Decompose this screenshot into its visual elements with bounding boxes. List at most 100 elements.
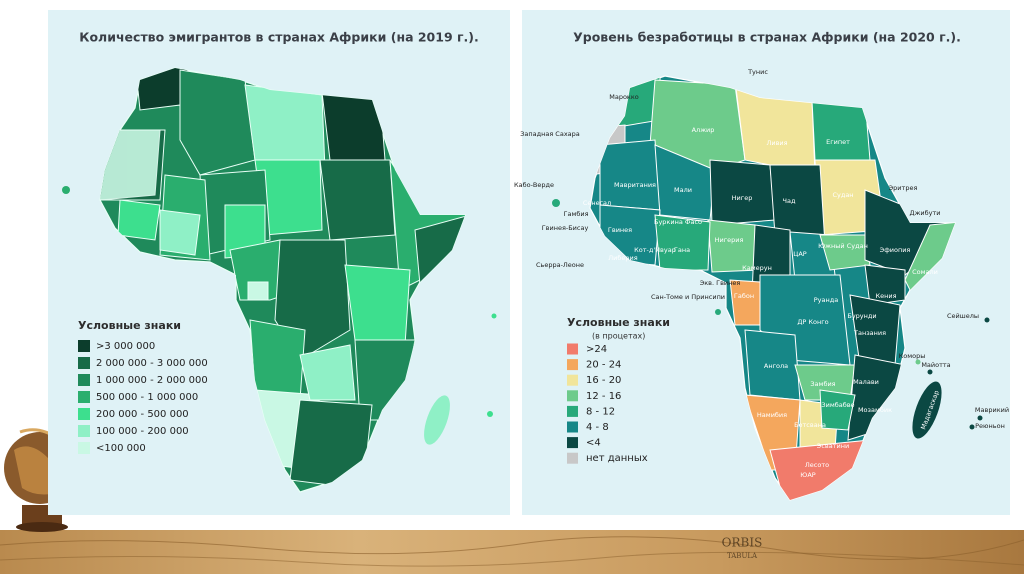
country-label: Буркина Фасо [654, 218, 702, 226]
country-label: Тунис [747, 68, 768, 76]
legend-swatch [567, 374, 578, 386]
decor-text: ORBIS [722, 536, 763, 550]
region [654, 214, 711, 271]
island [915, 359, 921, 365]
country-label: Алжир [692, 126, 715, 134]
country-label: ДР Конго [797, 318, 828, 326]
country-label: Сейшелы [947, 312, 979, 320]
region [319, 159, 396, 241]
legend-swatch [567, 343, 578, 355]
country-label: Южный Судан [818, 242, 868, 250]
legend-swatch [78, 408, 90, 420]
legend-label: 8 - 12 [586, 406, 615, 417]
country-label: Чад [783, 197, 796, 205]
legend-label: 200 000 - 500 000 [96, 409, 189, 420]
country-label: Западная Сахара [520, 130, 580, 138]
country-label: Мали [674, 186, 692, 194]
country-label: ЦАР [793, 250, 806, 258]
region [159, 209, 201, 256]
legend-swatch [567, 359, 578, 371]
country-label: Габон [734, 292, 754, 300]
legend-label: 500 000 - 1 000 000 [96, 392, 198, 403]
country-label: Коморы [899, 352, 926, 360]
country-label: Кабо-Верде [514, 181, 554, 189]
region [179, 69, 256, 176]
legend-label: >3 000 000 [96, 341, 155, 352]
island [969, 424, 975, 430]
country-label: Сенегал [583, 199, 611, 207]
region [709, 159, 776, 226]
country-label: Эритрея [889, 184, 918, 192]
right-panel: Уровень безработицы в странах Африки (на… [514, 10, 1010, 515]
island [62, 186, 70, 194]
country-label: Экв. Гвинея [700, 279, 741, 287]
legend-title: Условные знаки [567, 316, 670, 329]
madagascar [424, 395, 450, 445]
country-label: Реюньон [975, 422, 1005, 430]
legend-swatch [78, 391, 90, 403]
country-label: Мавритания [614, 181, 656, 189]
left-panel: Количество эмигрантов в странах Африки (… [48, 10, 510, 515]
country-label: Камерун [742, 264, 772, 272]
legend-swatch [78, 357, 90, 369]
legend-label: 16 - 20 [586, 375, 621, 386]
country-label: Египет [826, 138, 850, 146]
country-label: Маврикий [975, 406, 1009, 414]
region [819, 234, 871, 271]
country-label: Бурунди [847, 312, 876, 320]
legend-title: Условные знаки [78, 319, 181, 332]
country-label: Танзания [853, 329, 886, 337]
island [552, 199, 560, 207]
country-label: Нигер [732, 194, 753, 202]
country-label: Ботсвана [794, 421, 826, 429]
legend-label: <100 000 [96, 443, 146, 454]
country-label: Либерия [608, 254, 637, 262]
country-label: Мозамбик [858, 406, 892, 414]
legend-label: <4 [586, 438, 601, 449]
country-label: Джибути [909, 209, 940, 217]
country-label: Намибия [757, 411, 787, 419]
country-label: Майотта [921, 361, 950, 369]
country-label: Ангола [764, 362, 788, 370]
country-label: Сан-Томе и Принсипи [651, 293, 725, 301]
country-label: Малави [853, 378, 879, 386]
legend-swatch [567, 421, 578, 433]
region [244, 84, 326, 171]
region [100, 129, 161, 201]
country-label: Марокко [609, 93, 639, 101]
country-label: Руанда [814, 296, 838, 304]
legend-swatch [567, 405, 578, 417]
country-label: Лесото [805, 461, 829, 469]
region [117, 199, 161, 241]
legend: >24 20 - 24 16 - 20 12 - 16 8 - 12 4 - 8 <4 нет… [567, 343, 648, 464]
country-label: Гвинея-Бисау [542, 224, 589, 232]
country-label: Судан [832, 191, 853, 199]
country-label: ЮАР [800, 471, 815, 479]
legend-label: 2 000 000 - 3 000 000 [96, 358, 208, 369]
country-label: Ливия [766, 139, 787, 147]
country-label: Кот-д'Ивуар [634, 246, 676, 254]
legend-label: нет данных [586, 453, 648, 464]
country-label: Эсватини [817, 442, 849, 450]
legend-swatch [567, 437, 578, 449]
legend-label: 12 - 16 [586, 391, 621, 402]
decor-text: TABULA [727, 552, 758, 560]
island [715, 309, 721, 315]
panel-title: Количество эмигрантов в странах Африки (… [79, 30, 479, 45]
country-label: Кения [876, 292, 897, 300]
region [811, 99, 871, 161]
country-label: Эфиопия [880, 246, 911, 254]
legend-subtitle: (в процетах) [592, 332, 645, 341]
legend-label: 20 - 24 [586, 360, 621, 371]
legend-swatch [78, 425, 90, 437]
legend-label: 4 - 8 [586, 422, 609, 433]
region [247, 281, 269, 301]
legend-swatch [78, 340, 90, 352]
island [487, 411, 493, 417]
region [299, 344, 356, 401]
island [984, 317, 990, 323]
decorative-strip: ORBIS TABULA [0, 530, 1024, 574]
panel-title: Уровень безработицы в странах Африки (на… [573, 30, 961, 45]
country-labels: Тунис Марокко Алжир Ливия Египет Западная Сах… [514, 68, 1009, 479]
madagascar [912, 381, 942, 439]
